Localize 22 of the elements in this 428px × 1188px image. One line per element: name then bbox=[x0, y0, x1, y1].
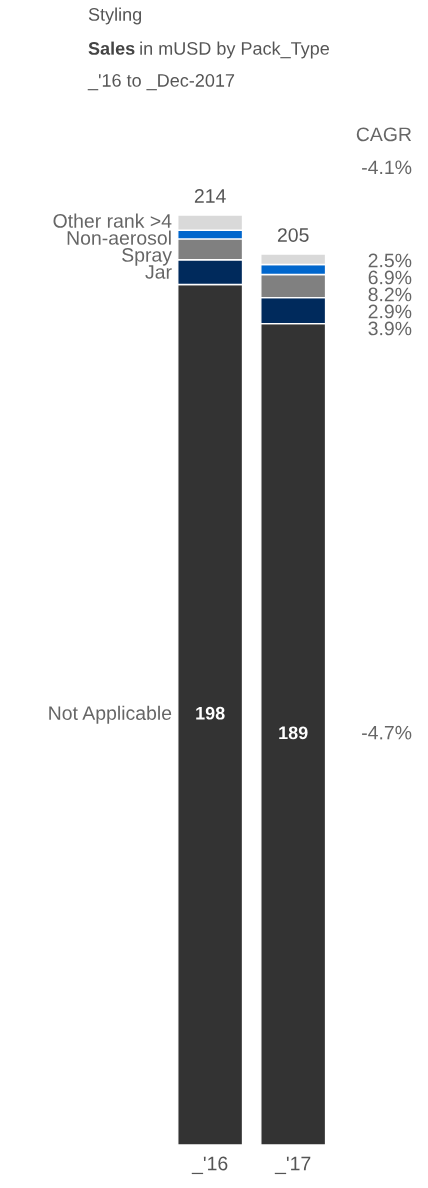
text: CAGR bbox=[356, 127, 412, 142]
text: _'16 to _Dec-2017 bbox=[87, 74, 235, 91]
text: 2.5% bbox=[368, 253, 412, 268]
x-tick-label: _'16 bbox=[191, 1156, 228, 1175]
series-label: Other rank >4 bbox=[53, 213, 172, 228]
series-label: Jar bbox=[145, 265, 172, 279]
chart-subtitle: Sales in mUSD by Pack_Type bbox=[88, 41, 329, 59]
total-label: 205 bbox=[277, 228, 309, 242]
text: 3.9% bbox=[368, 321, 412, 336]
text: 8.2% bbox=[368, 287, 412, 302]
data-label: 189 bbox=[279, 726, 308, 740]
text: -4.7% bbox=[362, 725, 412, 740]
text: -4.1% bbox=[362, 160, 412, 175]
x-tick-label: _'17 bbox=[274, 1156, 311, 1175]
text: 2.9% bbox=[368, 304, 412, 319]
series-label: Spray bbox=[122, 248, 172, 266]
total-label: 214 bbox=[194, 189, 226, 203]
series-label: Non-aerosol bbox=[67, 230, 171, 245]
data-label: 198 bbox=[196, 706, 225, 720]
chart-title: Styling bbox=[88, 7, 142, 25]
text: 6.9% bbox=[368, 270, 412, 285]
series-label: Not Applicable bbox=[49, 705, 172, 724]
